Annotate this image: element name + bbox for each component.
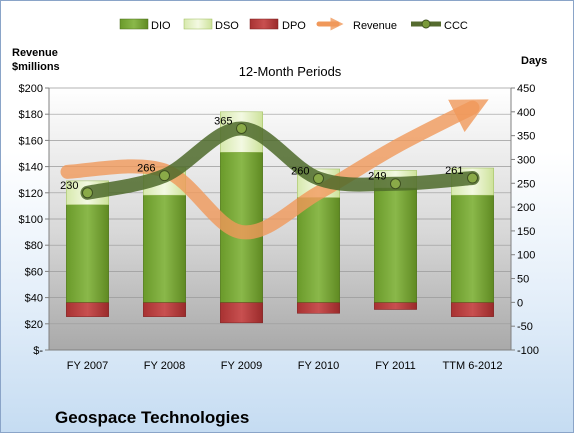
- x-axis-ticks: FY 2007 FY 2008 FY 2009 FY 2010 FY 2011 TTM 6…: [67, 360, 503, 372]
- legend-ccc-label: CCC: [444, 20, 468, 32]
- left-tick-label: $200: [19, 83, 43, 95]
- ccc-point: [159, 170, 170, 182]
- right-tick-label: 300: [517, 154, 535, 166]
- left-tick-label: $40: [25, 293, 43, 305]
- left-tick-label: $120: [19, 188, 43, 200]
- ccc-point: [467, 172, 478, 184]
- right-axis-ticks: 450 400 350 300 250 200 150 100 50 0 -50 -100: [511, 83, 539, 357]
- x-tick-label: FY 2010: [298, 360, 339, 372]
- right-tick-label: 200: [517, 202, 535, 214]
- right-tick-label: 250: [517, 178, 535, 190]
- dpo-bar: [297, 302, 340, 314]
- legend-dio-swatch: [119, 18, 149, 30]
- left-tick-label: $20: [25, 319, 43, 331]
- legend-ccc-marker: [421, 19, 431, 29]
- ccc-point: [236, 122, 247, 134]
- x-tick-label: FY 2009: [221, 360, 262, 372]
- revenue-series: [60, 99, 489, 240]
- left-tick-label: $180: [19, 109, 43, 121]
- ccc-data-label: 249: [368, 171, 386, 183]
- dpo-bar: [220, 302, 263, 324]
- ccc-series: 230 266 365 260 249 261: [60, 115, 480, 200]
- x-tick-label: FY 2008: [144, 360, 185, 372]
- dpo-bar: [374, 302, 417, 310]
- right-tick-label: 0: [517, 297, 523, 309]
- ccc-point: [313, 173, 324, 185]
- legend: DIO DSO DPO Revenue CCC: [119, 17, 468, 32]
- left-axis-unit-line1: Revenue: [12, 47, 58, 59]
- left-tick-label: $-: [33, 345, 43, 357]
- dio-bar: [374, 187, 417, 303]
- gridlines: [49, 87, 511, 325]
- dpo-bar: [66, 302, 109, 317]
- right-tick-label: 400: [517, 107, 535, 119]
- right-tick-label: -100: [517, 345, 539, 357]
- ccc-data-label: 261: [445, 165, 463, 177]
- dpo-bar: [143, 302, 186, 317]
- ccc-data-label: 260: [291, 166, 309, 178]
- dio-bar: [143, 194, 186, 303]
- right-tick-label: 350: [517, 131, 535, 143]
- legend-dpo-swatch: [249, 18, 279, 30]
- revenue-line: [60, 99, 489, 240]
- legend-dso-swatch: [183, 18, 213, 30]
- company-name: Geospace Technologies: [55, 408, 249, 427]
- ccc-data-label: 365: [214, 115, 232, 127]
- ccc-point: [82, 187, 93, 199]
- left-tick-label: $160: [19, 135, 43, 147]
- dio-bar: [451, 194, 494, 303]
- left-axis-ticks: $200 $180 $160 $140 $120 $100 $80 $60 $40 $20 $-: [19, 83, 49, 357]
- right-tick-label: 100: [517, 250, 535, 262]
- left-tick-label: $60: [25, 266, 43, 278]
- right-tick-label: 450: [517, 83, 535, 95]
- right-tick-label: 50: [517, 274, 529, 286]
- x-tick-label: TTM 6-2012: [443, 360, 503, 372]
- ccc-point: [390, 178, 401, 190]
- x-tick-label: FY 2011: [375, 360, 416, 372]
- x-tick-label: FY 2007: [67, 360, 108, 372]
- left-tick-label: $80: [25, 240, 43, 252]
- dio-bar: [297, 197, 340, 303]
- legend-dpo-label: DPO: [282, 20, 306, 32]
- left-tick-label: $100: [19, 214, 43, 226]
- dpo-bar: [451, 302, 494, 317]
- legend-dio-label: DIO: [151, 20, 171, 32]
- left-tick-label: $140: [19, 162, 43, 174]
- right-tick-label: 150: [517, 226, 535, 238]
- chart-title: 12-Month Periods: [239, 64, 342, 79]
- dio-bar: [66, 204, 109, 303]
- right-tick-label: -50: [517, 321, 533, 333]
- ccc-data-label: 266: [137, 163, 155, 175]
- legend-revenue-label: Revenue: [353, 20, 397, 32]
- ccc-data-label: 230: [60, 180, 78, 192]
- right-axis-unit: Days: [521, 55, 547, 67]
- left-axis-unit-line2: $millions: [12, 61, 60, 73]
- legend-dso-label: DSO: [215, 20, 239, 32]
